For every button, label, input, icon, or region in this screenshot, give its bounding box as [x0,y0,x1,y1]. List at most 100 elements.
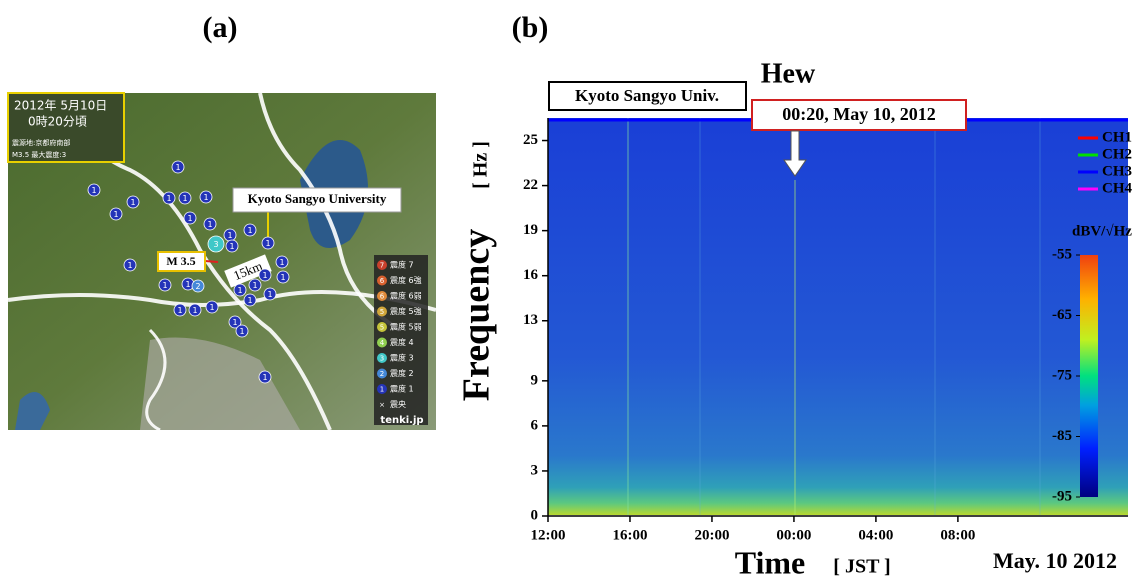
legend-swatch [377,306,387,317]
legend-swatch [377,275,387,286]
legend-mark: 6 [380,293,385,301]
intensity-label: 1 [265,239,270,248]
y-axis-unit: [ Hz ] [470,141,492,189]
legend-mark: 1 [380,386,384,394]
chart-title: Hew [761,58,816,89]
map-date: 2012年 5月10日 [14,99,107,113]
legend-mark: 3 [380,355,384,363]
legend-label: 震度 2 [390,368,414,378]
colorbar-tick-label: -75 [1052,367,1072,383]
legend-swatch [377,337,387,348]
intensity-marker [248,278,262,292]
y-tick-label: 25 [523,132,538,148]
intensity-marker [207,235,225,253]
intensity-marker [243,293,257,307]
panel-label: (a) [203,11,238,44]
station-label: Kyoto Sangyo University [248,191,387,206]
x-axis-unit: [ JST ] [833,556,890,578]
intensity-label: 3 [213,240,218,249]
intensity-marker [203,217,217,231]
intensity-marker [205,300,219,314]
intensity-marker [123,258,137,272]
intensity-marker [228,315,242,329]
legend-label: 震央 [390,399,406,409]
intensity-marker [87,183,101,197]
legend-mark: 4 [380,339,385,347]
station-box [548,81,747,111]
intensity-label: 1 [227,231,232,240]
intensity-label: 1 [203,193,208,202]
legend-label: 震度 3 [390,353,414,363]
intensity-marker [261,236,275,250]
intensity-label: 1 [252,281,257,290]
map [7,92,437,432]
intensity-label: 1 [130,198,135,207]
x-tick-label: 12:00 [531,527,566,543]
colorbar-tick-label: -65 [1052,307,1072,323]
y-axis-label: Frequency [456,229,498,401]
intensity-label: 1 [279,258,284,267]
map-info: M3.5 最大震度:3 [12,150,66,159]
station-name: Kyoto Sangyo Univ. [575,86,719,105]
map-credit: tenki.jp [380,415,423,426]
legend-swatch [377,384,387,394]
intensity-label: 1 [192,306,197,315]
legend-label: 震度 6強 [390,275,422,285]
y-tick-label: 6 [531,417,539,433]
intensity-marker [233,283,247,297]
intensity-marker [191,279,205,293]
legend-label: 震度 1 [390,384,414,394]
intensity-label: 1 [91,186,96,195]
intensity-label: 1 [247,296,252,305]
legend-swatch [377,368,387,379]
date-label: May. 10 2012 [993,548,1117,573]
intensity-label: 1 [162,281,167,290]
legend-mark: 6 [380,277,385,285]
legend-label: 震度 7 [390,260,414,270]
intensity-label: 1 [209,303,214,312]
intensity-marker [243,223,257,237]
intensity-marker [276,270,290,284]
intensity-label: 1 [280,273,285,282]
y-tick-label: 0 [531,507,539,523]
intensity-marker [258,268,272,282]
map-date: 0時20分頃 [28,115,87,129]
annotation-box [751,99,967,131]
intensity-marker [173,303,187,317]
intensity-label: 1 [177,306,182,315]
legend-label: 震度 4 [390,337,414,347]
legend-swatch [377,291,387,301]
intensity-marker [275,255,289,269]
intensity-label: 1 [175,163,180,172]
intensity-label: 1 [239,327,244,336]
intensity-marker [258,370,272,384]
x-tick-label: 08:00 [940,527,975,543]
x-axis-label: Time [735,544,806,579]
intensity-label: 1 [113,210,118,219]
legend-swatch [377,353,387,363]
intensity-marker [225,239,239,253]
legend-mark: × [379,401,385,409]
intensity-label: 1 [187,214,192,223]
y-tick-label: 9 [531,372,539,388]
legend-label: CH2 [1102,146,1132,162]
intensity-label: 1 [262,373,267,382]
x-tick-label: 16:00 [612,527,647,543]
intensity-label: 1 [229,242,234,251]
legend-mark: 7 [380,262,384,270]
legend-swatch [377,260,387,270]
intensity-marker [171,160,185,174]
intensity-marker [183,211,197,225]
y-tick-label: 13 [523,312,538,328]
intensity-marker [178,191,192,205]
legend-label: 震度 5強 [390,306,422,316]
spectrogram [548,118,1128,515]
intensity-label: 1 [185,280,190,289]
intensity-marker [188,303,202,317]
panel-label: (b) [512,11,549,44]
annotation-arrow [783,130,807,177]
y-tick-label: 19 [523,222,538,238]
colorbar-tick-label: -85 [1052,428,1072,444]
x-tick-label: 00:00 [776,527,811,543]
